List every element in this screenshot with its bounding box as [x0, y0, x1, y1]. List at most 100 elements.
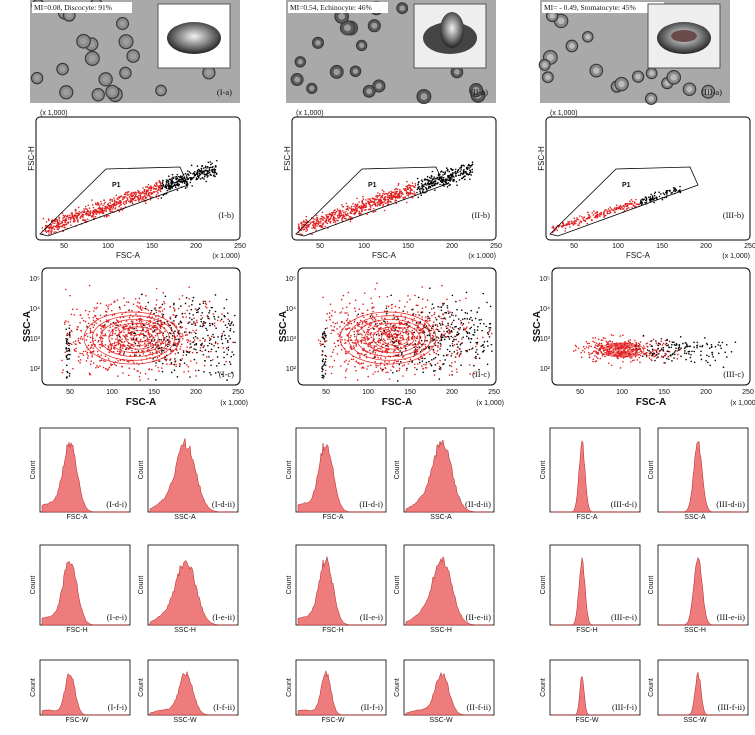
dot: [127, 301, 130, 303]
dot: [357, 329, 359, 331]
dot: [323, 345, 326, 348]
dot: [379, 342, 382, 344]
dot: [326, 327, 328, 329]
dot: [422, 188, 425, 191]
dot: [118, 350, 121, 353]
dot: [197, 168, 200, 171]
dot: [111, 199, 114, 201]
dot: [386, 320, 389, 323]
dot: [361, 199, 364, 202]
cell-center: [333, 68, 340, 76]
dot: [188, 351, 190, 354]
dot: [450, 176, 452, 179]
dot: [440, 336, 443, 339]
dot: [114, 332, 116, 335]
dot: [189, 172, 192, 175]
dot: [663, 193, 666, 196]
dot: [132, 303, 135, 306]
dot: [321, 370, 324, 373]
dot: [211, 166, 214, 169]
dot: [488, 336, 491, 338]
dot: [103, 199, 105, 201]
dot: [397, 360, 400, 362]
dot: [407, 363, 410, 365]
dot: [442, 354, 445, 357]
dot: [174, 176, 176, 178]
dot: [478, 368, 480, 371]
dot: [421, 307, 424, 310]
x-unit: (x 1,000): [468, 253, 496, 260]
dot: [350, 334, 352, 337]
dot: [69, 219, 72, 221]
dot: [48, 231, 50, 233]
cell-center: [541, 62, 548, 68]
dot: [431, 337, 433, 339]
dot: [363, 353, 366, 356]
dot: [407, 295, 409, 297]
dot: [391, 303, 394, 306]
dot: [195, 375, 198, 377]
dot: [93, 324, 96, 326]
dot: [446, 170, 449, 172]
cell-center: [399, 5, 405, 11]
dot: [551, 226, 554, 229]
dot: [162, 342, 165, 345]
dot: [159, 190, 162, 193]
dot: [201, 317, 204, 319]
dot: [434, 344, 437, 347]
dot: [476, 337, 479, 339]
dot: [132, 195, 134, 197]
dot: [92, 213, 95, 216]
dot: [635, 205, 637, 208]
dot: [378, 199, 380, 201]
dot: [438, 368, 441, 370]
cell-center: [122, 38, 130, 46]
dot: [99, 359, 101, 362]
dot: [451, 352, 453, 355]
dot: [563, 224, 566, 227]
dot: [158, 181, 160, 183]
dot: [371, 307, 373, 310]
dot: [369, 208, 372, 211]
dot: [367, 333, 369, 336]
dot: [355, 208, 358, 210]
dot: [672, 186, 675, 189]
dot: [371, 302, 373, 305]
dot: [109, 209, 112, 211]
dot: [118, 335, 121, 338]
dot: [157, 332, 159, 334]
dot: [468, 318, 471, 321]
dot: [679, 185, 681, 188]
dot: [433, 313, 436, 316]
dot: [479, 322, 482, 325]
dot: [123, 203, 126, 206]
dot: [341, 218, 343, 221]
dot: [359, 355, 361, 357]
dot: [434, 182, 437, 185]
dot: [328, 218, 331, 221]
dot: [140, 199, 143, 201]
dot: [130, 320, 133, 323]
dot: [217, 336, 219, 338]
dot: [337, 214, 339, 217]
dot: [592, 214, 595, 216]
dot: [631, 359, 634, 362]
dot: [426, 326, 429, 329]
dot: [428, 185, 430, 188]
dot: [373, 203, 376, 205]
dot: [398, 189, 401, 191]
dot: [421, 180, 424, 183]
dot: [374, 204, 377, 207]
dot: [390, 193, 393, 196]
dot: [651, 348, 654, 351]
dot: [206, 329, 208, 331]
dot: [138, 317, 140, 320]
dot: [360, 340, 363, 343]
dot: [358, 333, 360, 336]
dot: [396, 190, 399, 193]
dot: [100, 354, 103, 356]
dot: [437, 346, 439, 348]
dot: [365, 199, 367, 201]
dot: [305, 230, 307, 232]
x-axis-label: SSC-W: [429, 717, 453, 724]
